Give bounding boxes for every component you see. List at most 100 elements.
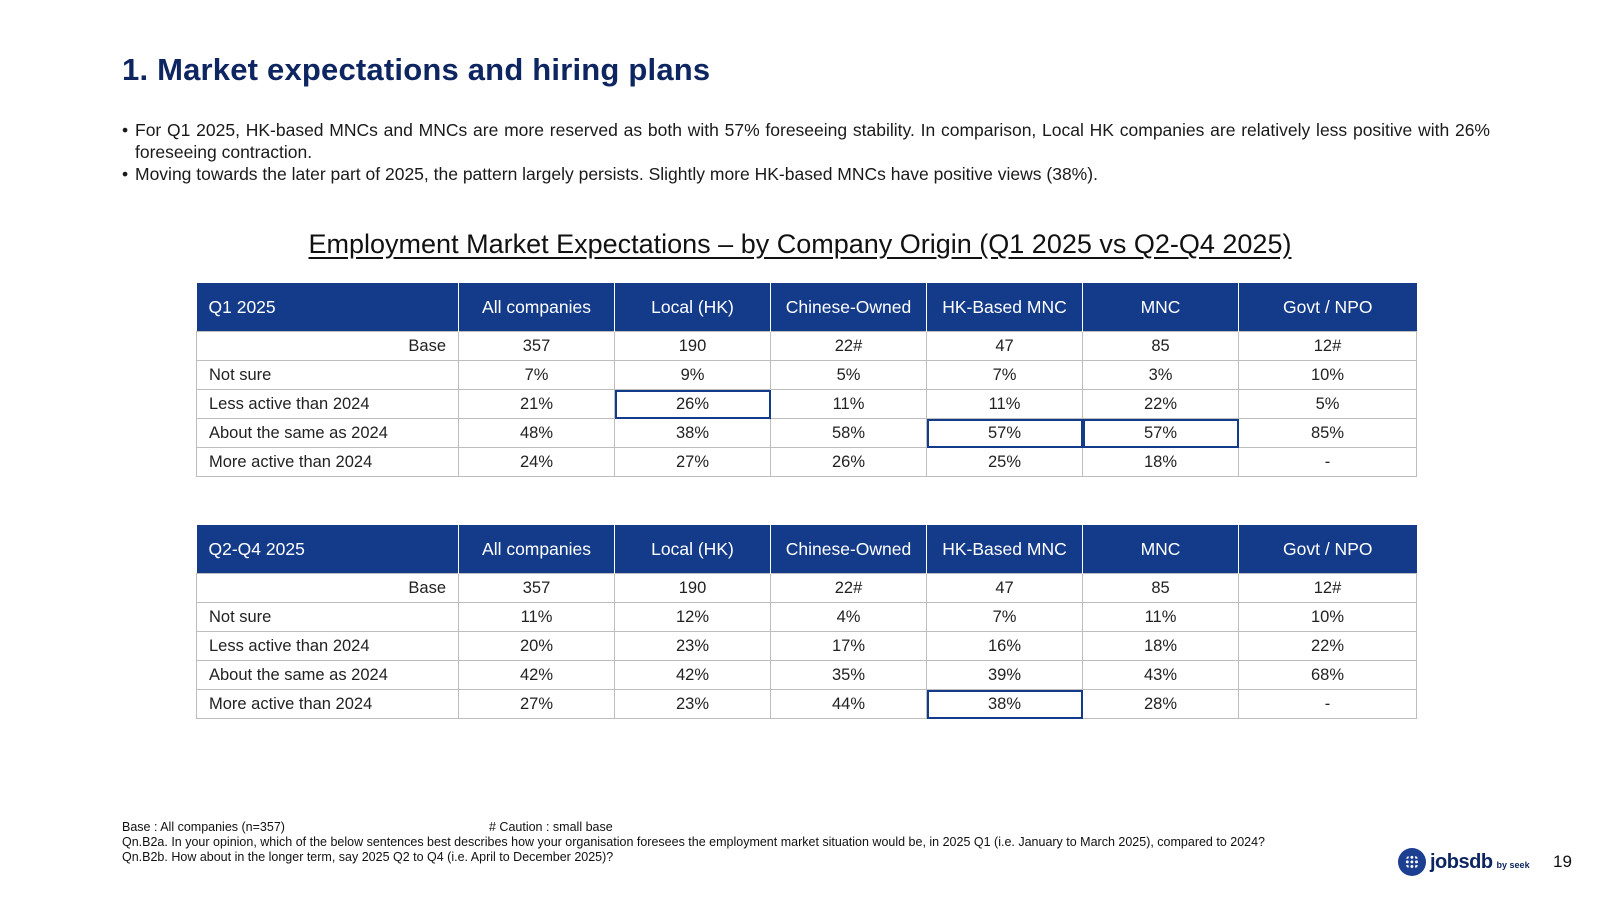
jobsdb-logo-icon [1398,848,1426,876]
table-cell: 85 [1082,331,1239,361]
logo-tagline: by seek [1496,860,1530,870]
jobsdb-logo: jobsdb by seek [1398,848,1530,876]
table-cell: 35% [770,660,927,690]
highlighted-cell: 57% [926,418,1083,448]
table-cell: 22# [770,573,927,603]
table-row: Less active than 2024 21% 26% 11% 11% 22… [196,389,1417,419]
table-cell: 7% [926,602,1083,632]
table-cell: 12# [1238,573,1417,603]
table-section-title: Employment Market Expectations – by Comp… [308,229,1292,259]
q1-2025-table: Q1 2025 All companies Local (HK) Chinese… [196,283,1417,477]
row-label: Base [196,573,459,603]
col-header-govt-npo: Govt / NPO [1238,283,1417,332]
table-row: More active than 2024 24% 27% 26% 25% 18… [196,447,1417,477]
table-cell: 11% [926,389,1083,419]
table-cell: 85 [1082,573,1239,603]
table-cell: 357 [458,331,615,361]
table-row: Base 357 190 22# 47 85 12# [196,573,1417,603]
table-cell: 5% [770,360,927,390]
footnote-caution: # Caution : small base [489,820,613,834]
table-cell: 17% [770,631,927,661]
table-cell: 22# [770,331,927,361]
q2-q4-2025-table: Q2-Q4 2025 All companies Local (HK) Chin… [196,525,1417,719]
table-cell: 39% [926,660,1083,690]
table-cell: 3% [1082,360,1239,390]
footnote-base: Base : All companies (n=357) [122,820,285,834]
col-header-chinese-owned: Chinese-Owned [770,525,927,574]
table-row: About the same as 2024 42% 42% 35% 39% 4… [196,660,1417,690]
col-header-all-companies: All companies [458,283,615,332]
highlighted-cell: 38% [926,689,1083,719]
col-header-govt-npo: Govt / NPO [1238,525,1417,574]
table-cell: 26% [770,447,927,477]
col-header-local-hk: Local (HK) [614,283,771,332]
period-header: Q1 2025 [196,283,459,332]
table-cell: 43% [1082,660,1239,690]
row-label: Less active than 2024 [196,389,459,419]
table-cell: 38% [614,418,771,448]
table-cell: 21% [458,389,615,419]
summary-bullets: For Q1 2025, HK-based MNCs and MNCs are … [122,119,1490,185]
highlighted-cell: 26% [614,389,771,419]
table-header-row: Q2-Q4 2025 All companies Local (HK) Chin… [196,525,1417,574]
table-cell: 12% [614,602,771,632]
table-cell: 190 [614,573,771,603]
table-cell: 11% [1082,602,1239,632]
table-cell: 10% [1238,602,1417,632]
table-cell: 11% [458,602,615,632]
table-row: Base 357 190 22# 47 85 12# [196,331,1417,361]
table-cell: 16% [926,631,1083,661]
bullet-item: Moving towards the later part of 2025, t… [122,163,1490,185]
table-cell: 5% [1238,389,1417,419]
table-cell: 22% [1238,631,1417,661]
table-cell: 20% [458,631,615,661]
footnotes: Base : All companies (n=357) # Caution :… [122,820,1542,865]
table-cell: 27% [614,447,771,477]
table-cell: 190 [614,331,771,361]
table-cell: 23% [614,689,771,719]
table-cell: 7% [458,360,615,390]
table-cell: 85% [1238,418,1417,448]
table-cell: 4% [770,602,927,632]
table-cell: 68% [1238,660,1417,690]
footnote-question-b2a: Qn.B2a. In your opinion, which of the be… [122,835,1266,849]
page-title: 1. Market expectations and hiring plans [122,52,711,87]
row-label: Base [196,331,459,361]
table-header-row: Q1 2025 All companies Local (HK) Chinese… [196,283,1417,332]
table-cell: 18% [1082,631,1239,661]
col-header-hk-based-mnc: HK-Based MNC [926,283,1083,332]
row-label: Not sure [196,360,459,390]
logo-wordmark: jobsdb [1430,850,1493,873]
bullet-item: For Q1 2025, HK-based MNCs and MNCs are … [122,119,1490,163]
row-label: About the same as 2024 [196,660,459,690]
col-header-all-companies: All companies [458,525,615,574]
table-cell: 27% [458,689,615,719]
footnote-base-row: Base : All companies (n=357) # Caution :… [122,820,1542,835]
table-cell: 42% [458,660,615,690]
table-cell: 10% [1238,360,1417,390]
table-cell: 47 [926,573,1083,603]
table-cell: 25% [926,447,1083,477]
table-cell: 47 [926,331,1083,361]
row-label: Not sure [196,602,459,632]
row-label: More active than 2024 [196,447,459,477]
table-row: Not sure 11% 12% 4% 7% 11% 10% [196,602,1417,632]
table-cell: 18% [1082,447,1239,477]
table-cell: 11% [770,389,927,419]
table-row: About the same as 2024 48% 38% 58% 57% 5… [196,418,1417,448]
col-header-mnc: MNC [1082,283,1239,332]
col-header-local-hk: Local (HK) [614,525,771,574]
table-cell: 42% [614,660,771,690]
table-cell: 23% [614,631,771,661]
footnote-question-b2b: Qn.B2b. How about in the longer term, sa… [122,850,614,864]
col-header-mnc: MNC [1082,525,1239,574]
col-header-hk-based-mnc: HK-Based MNC [926,525,1083,574]
table-cell: 58% [770,418,927,448]
col-header-chinese-owned: Chinese-Owned [770,283,927,332]
page-number: 19 [1553,852,1572,871]
table-row: Not sure 7% 9% 5% 7% 3% 10% [196,360,1417,390]
row-label: About the same as 2024 [196,418,459,448]
table-cell: 48% [458,418,615,448]
row-label: Less active than 2024 [196,631,459,661]
table-row: Less active than 2024 20% 23% 17% 16% 18… [196,631,1417,661]
